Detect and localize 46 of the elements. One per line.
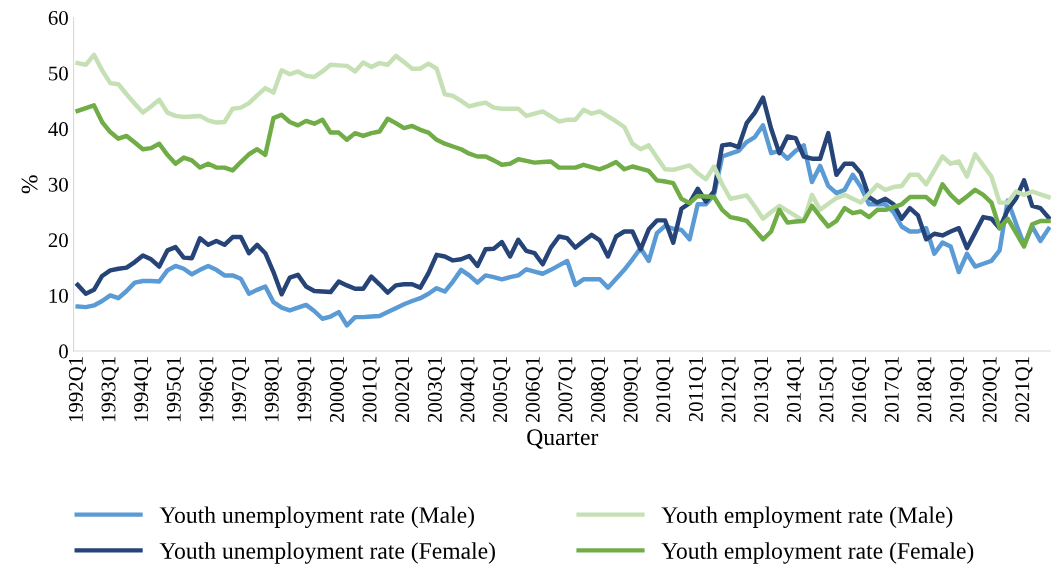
y-tick-label: 30 <box>48 177 68 192</box>
x-tick-label: 2006Q1 <box>525 357 543 423</box>
x-tick-label: 1999Q1 <box>297 357 315 422</box>
x-tick-label: 1992Q1 <box>68 357 87 422</box>
legend-label: Youth unemployment rate (Male) <box>159 506 474 528</box>
legend-label: Youth unemployment rate (Female) <box>159 542 495 564</box>
line-series <box>75 95 1051 297</box>
x-tick-label: 2014Q1 <box>786 357 805 423</box>
y-tick-label: 0 <box>59 344 68 359</box>
x-tick-label: 2019Q1 <box>949 357 968 423</box>
x-tick-label: 2020Q1 <box>982 357 1000 423</box>
x-tick-label: 2017Q1 <box>884 357 902 423</box>
y-tick-label: 50 <box>49 66 68 81</box>
x-tick-label: 2001Q1 <box>362 357 380 423</box>
x-tick-label: 2016Q1 <box>852 357 870 423</box>
legend-label: Youth employment rate (Female) <box>661 542 974 564</box>
x-tick-label: 2018Q1 <box>917 357 935 423</box>
x-tick-label: 2011Q1 <box>688 357 707 422</box>
x-tick-label: 2004Q1 <box>460 357 478 423</box>
x-tick-label: 2015Q1 <box>819 357 837 423</box>
x-tick-label: 1996Q1 <box>199 357 217 422</box>
legend-label: Youth employment rate (Male) <box>661 506 953 528</box>
y-tick-label: 10 <box>49 288 68 303</box>
x-tick-label: 2008Q1 <box>590 357 609 423</box>
x-tick-label: 1995Q1 <box>166 357 184 422</box>
x-tick-label: 1997Q1 <box>232 357 250 422</box>
x-tick-label: 2003Q1 <box>427 357 446 423</box>
line-series <box>75 52 1051 224</box>
x-tick-label: 1994Q1 <box>134 357 152 422</box>
x-tick-label: 2005Q1 <box>493 357 511 423</box>
x-tick-label: 2012Q1 <box>721 357 739 423</box>
y-tick-label: 40 <box>48 122 68 137</box>
x-tick-label: 2010Q1 <box>656 357 674 423</box>
x-tick-label: 2007Q1 <box>558 357 576 423</box>
line-series <box>75 103 1051 249</box>
x-tick-label: 1993Q1 <box>101 357 119 422</box>
x-tick-label: 1998Q1 <box>264 357 282 422</box>
x-tick-label: 2021Q1 <box>1015 357 1033 423</box>
y-tick-label: 60 <box>48 10 68 25</box>
y-axis-title: % <box>21 175 38 194</box>
x-tick-label: 2013Q1 <box>754 357 772 423</box>
x-axis-title: Quarter <box>527 429 599 449</box>
x-tick-label: 2000Q1 <box>329 357 348 423</box>
x-tick-label: 2009Q1 <box>623 357 641 423</box>
y-tick-label: 20 <box>48 233 68 248</box>
x-tick-label: 2002Q1 <box>395 357 413 423</box>
